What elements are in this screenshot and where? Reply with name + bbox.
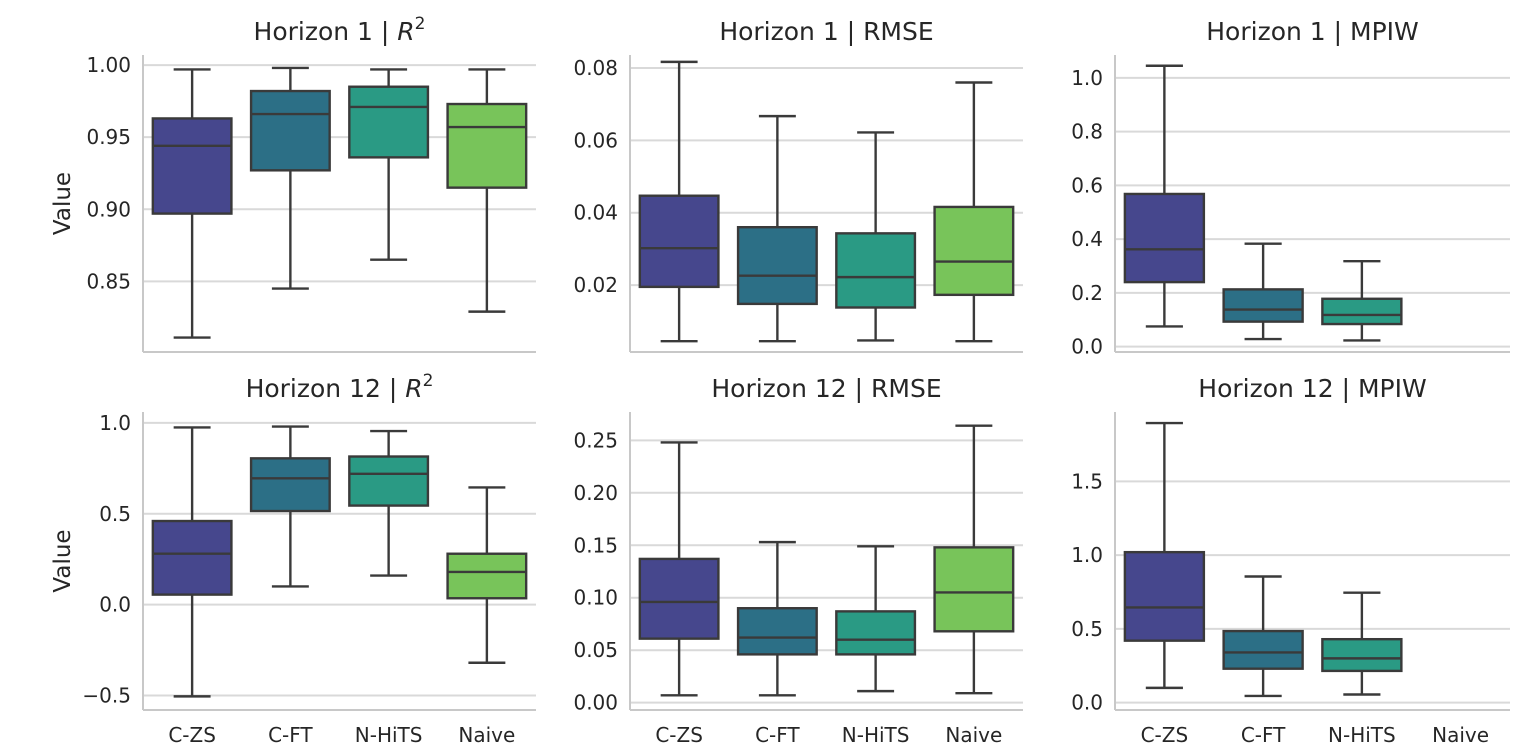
y-tick-label: 0.0 <box>1071 335 1103 359</box>
box-c-ft <box>1222 242 1304 341</box>
x-tick-label: Naive <box>945 723 1002 747</box>
iqr-box <box>348 85 430 159</box>
y-tick-label: 0.08 <box>573 56 618 80</box>
box-c-zs <box>151 426 233 698</box>
y-tick-label: 1.0 <box>99 411 131 435</box>
x-tick-label: Naive <box>1432 723 1489 747</box>
box-c-ft <box>249 425 331 588</box>
y-tick-label: 0.05 <box>573 638 618 662</box>
y-tick-label: 0.00 <box>573 691 618 715</box>
x-tick-label: C-FT <box>755 723 800 747</box>
box-n-hits <box>1321 591 1403 696</box>
box-c-ft <box>249 66 331 290</box>
y-tick-label: 0.8 <box>1071 120 1103 144</box>
panel-horizon-12-mpiw: 1.5 1.0 0.5 0.0 Horizon 12 | MPIW C-ZS C-FT N-H… <box>1071 374 1510 747</box>
y-tick-label: 0.06 <box>573 128 618 152</box>
iqr-box <box>446 102 528 189</box>
panel-horizon-1-rmse: 0.08 0.06 0.04 0.02 Horizon 1 | RMSE <box>573 17 1023 353</box>
panel-title: Horizon 1 | RMSE <box>719 17 933 46</box>
y-tick-label: 0.5 <box>1071 617 1103 641</box>
x-tick-label: C-ZS <box>1141 723 1189 747</box>
y-tick-label: 0.90 <box>86 197 131 221</box>
y-tick-label: 0.6 <box>1071 173 1103 197</box>
panel-horizon-12-rmse: 0.25 0.20 0.15 0.10 0.05 0.00 Horizon 12 | RMS… <box>573 374 1023 747</box>
y-axis-label: Value <box>50 529 76 592</box>
iqr-box <box>249 457 331 513</box>
x-tick-label: C-ZS <box>655 723 703 747</box>
iqr-box <box>933 546 1015 633</box>
box-naive <box>933 81 1015 343</box>
iqr-box <box>1222 288 1304 323</box>
box-naive <box>933 424 1015 695</box>
iqr-box <box>446 552 528 600</box>
iqr-box <box>1321 637 1403 673</box>
box-c-zs <box>1123 421 1206 690</box>
x-tick-label: N-HiTS <box>842 723 910 747</box>
panel-horizon-12-r: 1.0 0.5 0.0 −0.5 Horizon 12 | R2 Value C-ZS C-F… <box>50 371 536 747</box>
box-c-zs <box>1123 64 1206 328</box>
y-tick-label: 0.0 <box>99 593 131 617</box>
panel-horizon-1-mpiw: 1.0 0.8 0.6 0.4 0.2 0.0 Horizon 1 | MPIW <box>1071 17 1510 359</box>
iqr-box <box>249 89 331 172</box>
y-tick-label: 0.10 <box>573 586 618 610</box>
y-tick-label: 0.4 <box>1071 227 1103 251</box>
box-c-zs <box>638 441 720 697</box>
panel-horizon-1-r: 1.00 0.95 0.90 0.85 Horizon 1 | R2 Value <box>50 14 536 353</box>
x-tick-label: C-FT <box>268 723 313 747</box>
y-tick-label: 1.0 <box>1071 543 1103 567</box>
box-c-zs <box>151 68 233 339</box>
box-n-hits <box>348 429 430 577</box>
y-tick-label: 1.5 <box>1071 469 1103 493</box>
y-tick-label: 0.04 <box>573 201 618 225</box>
y-tick-label: 0.02 <box>573 273 618 297</box>
iqr-box <box>151 117 233 215</box>
y-tick-label: 0.2 <box>1071 281 1103 305</box>
box-naive <box>446 68 528 313</box>
x-tick-label: N-HiTS <box>355 723 423 747</box>
box-n-hits <box>1321 259 1403 342</box>
iqr-box <box>835 232 917 309</box>
iqr-box <box>151 519 233 596</box>
iqr-box <box>835 610 917 656</box>
box-c-ft <box>736 114 818 343</box>
panel-title: Horizon 12 | R2 <box>246 371 434 403</box>
box-c-zs <box>638 60 720 343</box>
box-n-hits <box>835 131 917 342</box>
y-tick-label: 0.15 <box>573 533 618 557</box>
iqr-box <box>933 205 1015 297</box>
iqr-box <box>638 194 720 289</box>
y-tick-label: 0.20 <box>573 481 618 505</box>
iqr-box <box>1222 629 1304 670</box>
y-axis-label: Value <box>50 172 76 235</box>
y-tick-label: 1.0 <box>1071 66 1103 90</box>
x-tick-label: C-FT <box>1241 723 1286 747</box>
iqr-box <box>638 557 720 640</box>
box-c-ft <box>1222 575 1304 698</box>
y-tick-label: −0.5 <box>82 683 131 707</box>
y-tick-label: 0.95 <box>86 125 131 149</box>
iqr-box <box>1321 297 1403 326</box>
iqr-box <box>348 455 430 507</box>
box-c-ft <box>736 540 818 697</box>
box-naive <box>446 486 528 664</box>
y-tick-label: 0.0 <box>1071 691 1103 715</box>
iqr-box <box>736 607 818 656</box>
y-tick-label: 1.00 <box>86 53 131 77</box>
iqr-box <box>1123 192 1206 284</box>
panel-title: Horizon 1 | R2 <box>254 14 426 46</box>
y-tick-label: 0.25 <box>573 428 618 452</box>
x-tick-label: Naive <box>458 723 515 747</box>
x-tick-label: N-HiTS <box>1328 723 1396 747</box>
panel-title: Horizon 1 | MPIW <box>1206 17 1419 46</box>
y-tick-label: 0.85 <box>86 269 131 293</box>
iqr-box <box>736 225 818 306</box>
y-tick-label: 0.5 <box>99 502 131 526</box>
box-n-hits <box>835 545 917 693</box>
iqr-box <box>1123 550 1206 642</box>
panel-title: Horizon 12 | MPIW <box>1198 374 1426 403</box>
x-tick-label: C-ZS <box>168 723 216 747</box>
panel-title: Horizon 12 | RMSE <box>711 374 941 403</box>
box-n-hits <box>348 68 430 261</box>
